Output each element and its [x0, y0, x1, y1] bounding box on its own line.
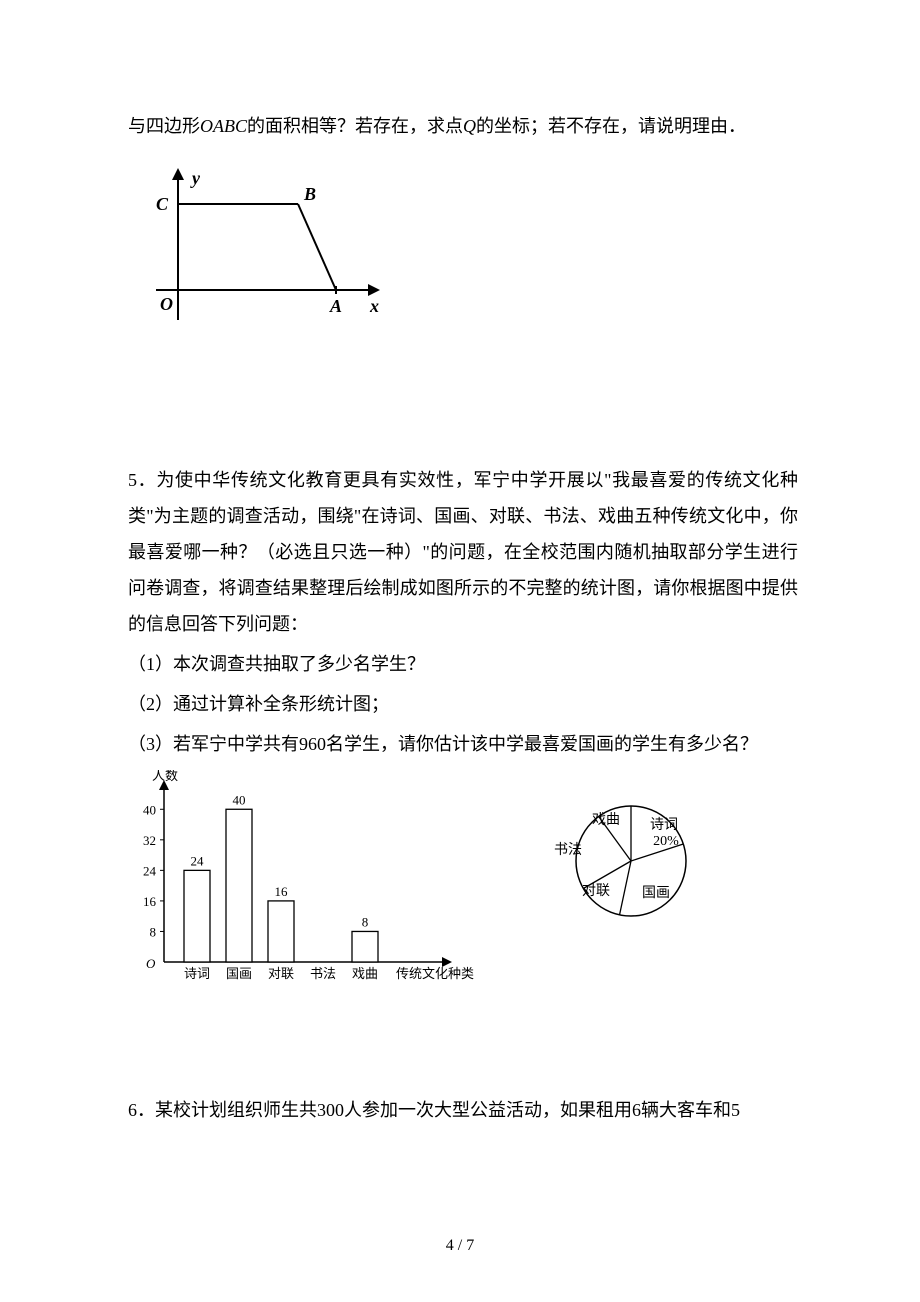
svg-text:国画: 国画 [642, 886, 670, 901]
svg-text:书法: 书法 [310, 966, 336, 981]
page-number: 4 / 7 [0, 1230, 920, 1262]
bar-chart: 人数 O 8 16 24 32 40 24 诗词 40 国画 16 对联 书法 8 戏曲 传统文化种类 [128, 770, 476, 996]
svg-text:书法: 书法 [554, 842, 582, 858]
svg-text:人数: 人数 [152, 770, 178, 783]
svg-text:16: 16 [143, 894, 157, 909]
svg-text:戏曲: 戏曲 [592, 812, 620, 828]
svg-text:A: A [329, 296, 342, 316]
pie-chart: 诗词20% 国画 对联 书法戏曲 [546, 779, 716, 951]
svg-text:y: y [190, 168, 201, 188]
svg-text:16: 16 [275, 884, 289, 899]
q6-stem: 6．某校计划组织师生共300人参加一次大型公益活动，如果租用6辆大客车和5 [128, 1092, 798, 1128]
svg-text:8: 8 [150, 924, 157, 939]
svg-text:40: 40 [233, 792, 246, 807]
svg-text:20%: 20% [653, 834, 679, 849]
oabc-label: OABC [200, 116, 247, 136]
svg-text:诗词: 诗词 [650, 817, 678, 833]
svg-text:C: C [156, 194, 169, 214]
q5-sub2: （2）通过计算补全条形统计图； [128, 686, 798, 722]
pie-chart-svg: 诗词20% 国画 对联 书法戏曲 [546, 779, 716, 939]
svg-text:国画: 国画 [226, 966, 252, 981]
document-page: 与四边形OABC的面积相等？若存在，求点Q的坐标；若不存在，请说明理由． y x O… [0, 0, 920, 1302]
svg-text:B: B [303, 184, 316, 204]
q5-stem: 5．为使中华传统文化教育更具有实效性，军宁中学开展以"我最喜爱的传统文化种类"为… [128, 462, 798, 642]
charts-row: 人数O81624324024诗词40国画16对联书法8戏曲传统文化种类 诗词20… [128, 770, 798, 996]
svg-text:传统文化种类: 传统文化种类 [396, 966, 474, 981]
svg-text:32: 32 [143, 833, 156, 848]
coord-svg: y x O A B C [148, 162, 386, 334]
svg-text:24: 24 [191, 853, 205, 868]
q-point-label: Q [463, 116, 476, 136]
svg-text:40: 40 [143, 802, 156, 817]
svg-text:8: 8 [362, 914, 369, 929]
svg-text:戏曲: 戏曲 [352, 966, 378, 981]
coordinate-figure: y x O A B C [148, 162, 798, 346]
svg-text:O: O [160, 294, 173, 314]
continuation-line: 与四边形OABC的面积相等？若存在，求点Q的坐标；若不存在，请说明理由． [128, 108, 798, 144]
svg-text:诗词: 诗词 [184, 966, 210, 981]
q5-sub1: （1）本次调查共抽取了多少名学生？ [128, 646, 798, 682]
svg-text:O: O [146, 956, 156, 971]
svg-text:24: 24 [143, 863, 157, 878]
svg-text:对联: 对联 [582, 883, 610, 899]
q5-sub3: （3）若军宁中学共有960名学生，请你估计该中学最喜爱国画的学生有多少名？ [128, 726, 798, 762]
svg-text:x: x [369, 296, 379, 316]
bar-chart-svg: 人数 O 8 16 24 32 40 24 诗词 40 国画 16 对联 书法 8 戏曲 传统文化种类 [128, 770, 476, 984]
svg-text:对联: 对联 [268, 966, 294, 981]
